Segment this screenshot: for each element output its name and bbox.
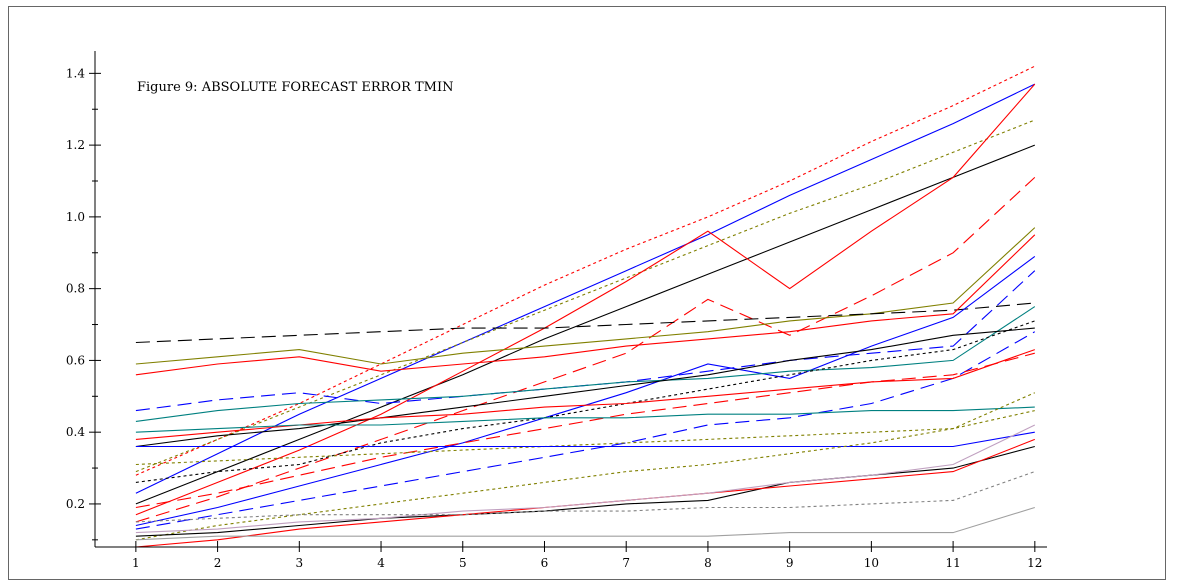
series-layer <box>135 65 1036 548</box>
x-tick-label-12: 12 <box>1027 556 1042 570</box>
x-tick-label-8: 8 <box>704 556 712 570</box>
x-tick-label-2: 2 <box>214 556 222 570</box>
series-line-5 <box>135 83 1036 516</box>
series-line-4 <box>135 144 1036 505</box>
y-tick-label-3: 0.6 <box>66 353 85 367</box>
series-line-2 <box>135 83 1036 494</box>
series-line-25 <box>135 471 1035 523</box>
y-tick-label-2: 0.4 <box>66 425 85 439</box>
series-line-20 <box>135 431 1035 448</box>
series-line-22 <box>135 445 1035 537</box>
y-tick-label-1: 0.2 <box>66 497 85 511</box>
chart-title: Figure 9: ABSOLUTE FORECAST ERROR TMIN <box>137 80 454 95</box>
x-tick-label-3: 3 <box>295 556 303 570</box>
series-line-15 <box>135 331 1036 530</box>
series-line-3 <box>135 119 1036 473</box>
series-line-26 <box>135 506 1035 541</box>
series-line-9 <box>135 234 1036 376</box>
x-tick-label-11: 11 <box>945 556 960 570</box>
series-line-24 <box>135 424 1036 534</box>
x-tick-label-7: 7 <box>622 556 630 570</box>
y-tick-label-5: 1.0 <box>66 210 85 224</box>
series-line-6 <box>135 176 1036 523</box>
y-tick-label-7: 1.4 <box>66 66 85 80</box>
line-chart: 0.20.40.60.81.01.21.41 2 3 4 5 6 7 8 9 10 11 12 Fig… <box>66 51 1047 570</box>
x-tick-label-1: 1 <box>132 556 140 570</box>
y-tick-label-6: 1.2 <box>66 138 85 152</box>
series-line-18 <box>135 406 1035 433</box>
series-line-8 <box>135 302 1035 344</box>
series-line-17 <box>135 352 1035 509</box>
series-line-21 <box>135 410 1035 541</box>
series-line-13 <box>135 327 1035 448</box>
series-line-12 <box>135 306 1036 422</box>
chart-frame: 0.2 0.4 0.6 0.8 1.0 1.2 1.4 1 2 3 4 5 6 7 8 9 10 11 12 Fig… <box>8 6 1166 580</box>
series-line-7 <box>135 227 1036 365</box>
series-line-11 <box>135 270 1036 412</box>
axes-layer: 0.20.40.60.81.01.21.41 2 3 4 5 6 7 8 9 10 11 12 <box>66 51 1047 570</box>
x-tick-label-10: 10 <box>864 556 879 570</box>
x-tick-label-9: 9 <box>786 556 794 570</box>
x-tick-label-6: 6 <box>541 556 549 570</box>
x-tick-label-5: 5 <box>459 556 467 570</box>
y-tick-label-4: 0.8 <box>66 282 85 296</box>
x-tick-label-4: 4 <box>377 556 385 570</box>
series-line-14 <box>135 320 1035 483</box>
series-line-16 <box>135 349 1035 440</box>
series-line-1 <box>135 65 1036 476</box>
